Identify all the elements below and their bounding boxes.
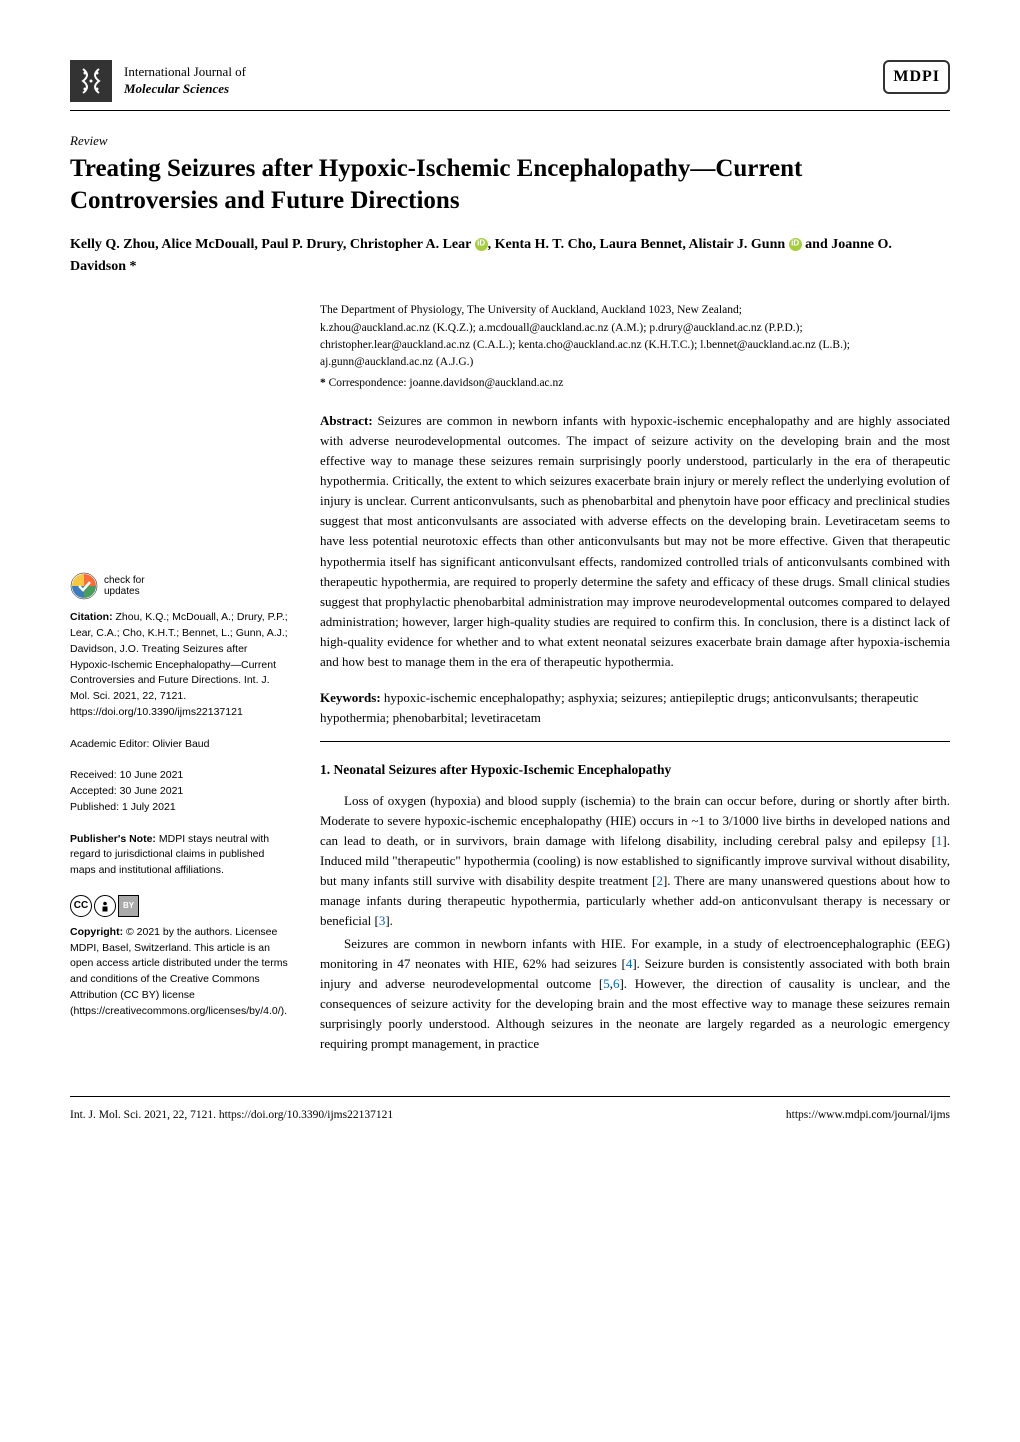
body-paragraph-1: Loss of oxygen (hypoxia) and blood suppl…	[320, 791, 950, 932]
published-date: Published: 1 July 2021	[70, 800, 290, 816]
section-heading: 1. Neonatal Seizures after Hypoxic-Ische…	[320, 760, 950, 780]
para1-text-a: Loss of oxygen (hypoxia) and blood suppl…	[320, 793, 950, 848]
check-updates-text: check for updates	[104, 575, 145, 597]
publishers-note-label: Publisher's Note:	[70, 833, 156, 845]
correspondence-asterisk: *	[320, 377, 326, 389]
orcid-icon[interactable]	[475, 238, 488, 251]
accepted-date: Accepted: 30 June 2021	[70, 784, 290, 800]
para1-text-d: ].	[385, 913, 393, 928]
header-rule	[70, 110, 950, 111]
editor-name: Olivier Baud	[152, 738, 209, 750]
editor-label: Academic Editor:	[70, 738, 149, 750]
header-row: International Journal of Molecular Scien…	[70, 60, 950, 102]
check-line2: updates	[104, 586, 145, 597]
sidebar: check for updates Citation: Zhou, K.Q.; …	[70, 302, 290, 1056]
correspondence-line: * Correspondence: joanne.davidson@auckla…	[320, 375, 950, 392]
affiliation-text: The Department of Physiology, The Univer…	[320, 302, 950, 319]
journal-name: International Journal of Molecular Scien…	[124, 64, 246, 98]
journal-logo-icon	[70, 60, 112, 102]
editor-block: Academic Editor: Olivier Baud	[70, 737, 290, 753]
affiliation-block: The Department of Physiology, The Univer…	[320, 302, 950, 371]
dna-icon	[75, 65, 107, 97]
cc-license-badge[interactable]: CC BY	[70, 895, 290, 917]
cc-icon: CC	[70, 895, 92, 917]
by-label: BY	[118, 895, 139, 917]
authors-part2: , Kenta H. T. Cho, Laura Bennet, Alistai…	[488, 237, 789, 252]
correspondence-text: Correspondence: joanne.davidson@auckland…	[329, 377, 564, 389]
copyright-text: © 2021 by the authors. Licensee MDPI, Ba…	[70, 926, 288, 1017]
citation-text: Zhou, K.Q.; McDouall, A.; Drury, P.P.; L…	[70, 611, 288, 718]
sidebar-spacer	[70, 302, 290, 572]
section-rule	[320, 741, 950, 742]
article-type: Review	[70, 131, 950, 151]
keywords-label: Keywords:	[320, 690, 381, 705]
body-paragraph-2: Seizures are common in newborn infants w…	[320, 934, 950, 1055]
authors-line: Kelly Q. Zhou, Alice McDouall, Paul P. D…	[70, 234, 950, 279]
by-icon	[94, 895, 116, 917]
footer-left: Int. J. Mol. Sci. 2021, 22, 7121. https:…	[70, 1107, 393, 1124]
check-updates-icon	[70, 572, 98, 600]
page-footer: Int. J. Mol. Sci. 2021, 22, 7121. https:…	[70, 1096, 950, 1124]
authors-part1: Kelly Q. Zhou, Alice McDouall, Paul P. D…	[70, 237, 475, 252]
abstract-block: Abstract: Seizures are common in newborn…	[320, 411, 950, 673]
affiliation-emails: k.zhou@auckland.ac.nz (K.Q.Z.); a.mcdoua…	[320, 320, 950, 372]
check-updates-badge[interactable]: check for updates	[70, 572, 290, 600]
article-title: Treating Seizures after Hypoxic-Ischemic…	[70, 153, 950, 218]
abstract-label: Abstract:	[320, 413, 373, 428]
copyright-block: Copyright: © 2021 by the authors. Licens…	[70, 925, 290, 1020]
citation-label: Citation:	[70, 611, 113, 623]
keywords-block: Keywords: hypoxic-ischemic encephalopath…	[320, 688, 950, 727]
main-grid: check for updates Citation: Zhou, K.Q.; …	[70, 302, 950, 1056]
received-date: Received: 10 June 2021	[70, 768, 290, 784]
publisher-logo: MDPI	[883, 60, 950, 94]
journal-logo-section: International Journal of Molecular Scien…	[70, 60, 246, 102]
dates-block: Received: 10 June 2021 Accepted: 30 June…	[70, 768, 290, 815]
journal-name-line1: International Journal of	[124, 64, 246, 81]
orcid-icon[interactable]	[789, 238, 802, 251]
copyright-label: Copyright:	[70, 926, 123, 938]
publishers-note-block: Publisher's Note: MDPI stays neutral wit…	[70, 832, 290, 879]
check-line1: check for	[104, 575, 145, 586]
content-column: The Department of Physiology, The Univer…	[320, 302, 950, 1056]
journal-name-line2: Molecular Sciences	[124, 81, 246, 98]
abstract-text: Seizures are common in newborn infants w…	[320, 413, 950, 670]
footer-right: https://www.mdpi.com/journal/ijms	[786, 1107, 950, 1124]
citation-block: Citation: Zhou, K.Q.; McDouall, A.; Drur…	[70, 610, 290, 720]
keywords-text: hypoxic-ischemic encephalopathy; asphyxi…	[320, 690, 919, 725]
